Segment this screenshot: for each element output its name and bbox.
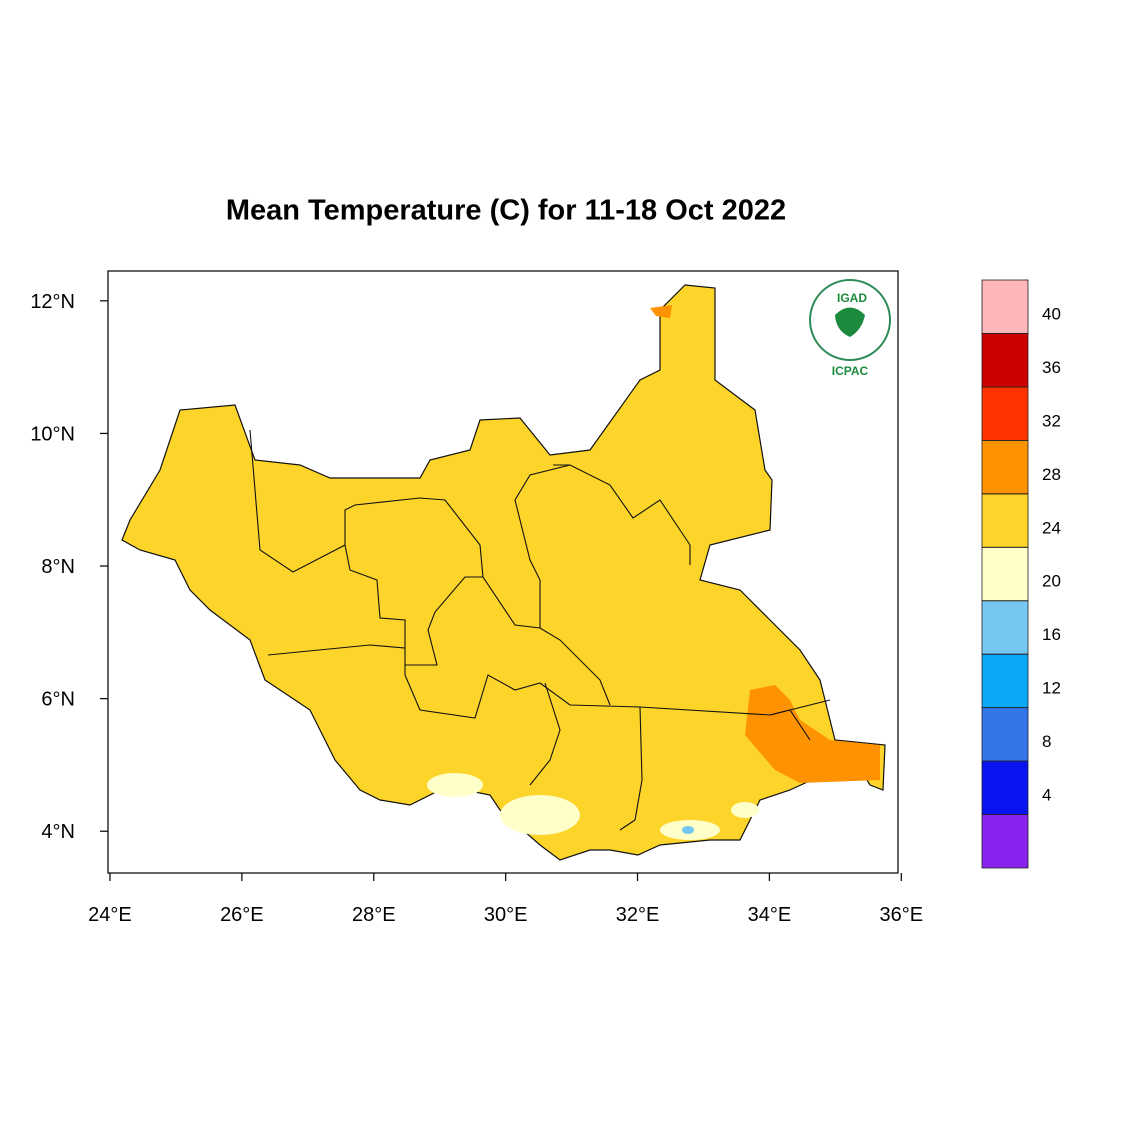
colorbar-label: 8 <box>1042 732 1051 751</box>
colorbar-box <box>981 760 1029 815</box>
colorbar-label: 40 <box>1042 304 1061 323</box>
cool-region <box>731 802 759 818</box>
colorbar-label: 12 <box>1042 679 1061 698</box>
logo-name: IGAD <box>837 291 867 305</box>
axes: 24°E 26°E 28°E 30°E 32°E 34°E 36°E 4°N 6°N 8°N 10°… <box>30 291 923 926</box>
country <box>121 284 886 861</box>
logo: IGAD ICPAC <box>809 279 891 378</box>
x-tick-label: 30°E <box>484 904 528 926</box>
x-tick-label: 24°E <box>88 904 132 926</box>
logo-center: ICPAC <box>832 364 869 378</box>
colorbar-label: 28 <box>1042 465 1061 484</box>
map-frame <box>107 270 899 874</box>
colorbar-box <box>981 279 1029 334</box>
cool-region <box>682 826 694 834</box>
x-tick-label: 34°E <box>748 904 792 926</box>
x-tick-label: 36°E <box>880 904 924 926</box>
logo-emblem <box>835 307 865 337</box>
colorbar-box <box>981 546 1029 602</box>
y-tick-label: 4°N <box>41 821 75 843</box>
y-tick-label: 6°N <box>41 689 75 711</box>
colorbar-box <box>981 814 1029 869</box>
warm-region <box>745 685 880 783</box>
colorbar-label: 16 <box>1042 625 1061 644</box>
colorbar-label: 24 <box>1042 518 1061 537</box>
colorbar: 4 8 12 16 20 24 28 32 36 40 <box>981 279 1061 869</box>
y-tick-label: 10°N <box>30 423 75 445</box>
colorbar-box <box>981 600 1029 655</box>
colorbar-label: 4 <box>1042 786 1051 805</box>
cool-region <box>427 773 483 797</box>
x-tick-label: 32°E <box>616 904 660 926</box>
state-borders <box>249 429 831 831</box>
colorbar-label: 20 <box>1042 572 1061 591</box>
cool-region <box>500 795 580 835</box>
country-fill <box>121 284 886 861</box>
warm-region <box>650 305 672 318</box>
y-tick-label: 12°N <box>30 291 75 313</box>
colorbar-box <box>981 653 1029 709</box>
y-tick-label: 8°N <box>41 556 75 578</box>
colorbar-box <box>981 386 1029 441</box>
colorbar-box <box>981 333 1029 388</box>
colorbar-box <box>981 493 1029 548</box>
colorbar-box <box>981 439 1029 495</box>
colorbar-label: 36 <box>1042 358 1061 377</box>
colorbar-label: 32 <box>1042 411 1061 430</box>
x-tick-label: 28°E <box>352 904 396 926</box>
title: Mean Temperature (C) for 11-18 Oct 2022 <box>226 195 786 227</box>
x-tick-label: 26°E <box>220 904 264 926</box>
colorbar-box <box>981 707 1029 762</box>
